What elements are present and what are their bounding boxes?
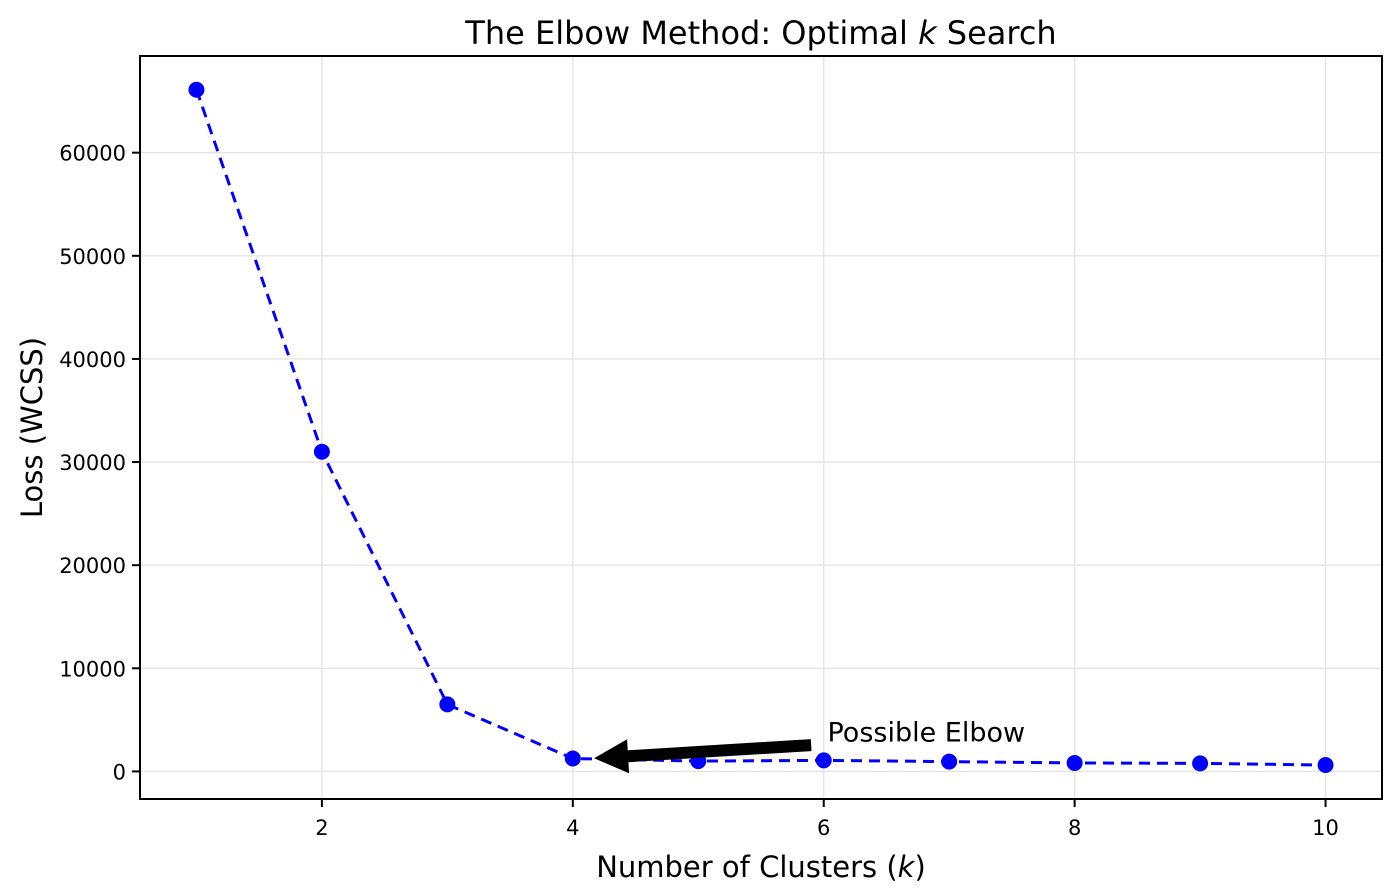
data-point [564, 750, 581, 767]
elbow-annotation-text: Possible Elbow [827, 718, 1025, 749]
y-tick-label: 20000 [59, 554, 126, 578]
grid-lines [140, 56, 1382, 799]
data-point [1066, 754, 1083, 771]
data-point [439, 696, 456, 713]
y-tick-label: 0 [113, 760, 126, 784]
x-tick-label: 4 [566, 816, 579, 840]
y-tick-label: 30000 [59, 451, 126, 475]
x-tick-label: 6 [817, 816, 830, 840]
y-tick-labels: 0 10000 20000 30000 40000 50000 60000 [59, 142, 126, 785]
x-tick-labels: 2 4 6 8 10 [315, 816, 1339, 840]
x-tick-label: 2 [315, 816, 328, 840]
y-tick-label: 40000 [59, 348, 126, 372]
x-axis-label: Number of Clusters (k) [596, 850, 926, 884]
axis-ticks [132, 151, 1327, 807]
plot-border [139, 55, 1383, 800]
data-point [1317, 757, 1334, 774]
data-point [188, 81, 205, 98]
chart-title: The Elbow Method: Optimal k Search [464, 14, 1056, 52]
data-point [941, 753, 958, 770]
data-series [188, 81, 1334, 774]
y-tick-label: 10000 [59, 657, 126, 681]
y-tick-label: 50000 [59, 245, 126, 269]
y-tick-label: 60000 [59, 142, 126, 166]
data-point [313, 443, 330, 460]
x-tick-label: 10 [1312, 816, 1339, 840]
y-axis-label: Loss (WCSS) [15, 337, 49, 518]
elbow-annotation: Possible Elbow [594, 718, 1025, 774]
data-point [1192, 755, 1209, 772]
data-point [815, 752, 832, 769]
elbow-arrow [594, 739, 812, 774]
loss-curve-line [195, 89, 1326, 767]
x-tick-label: 8 [1068, 816, 1081, 840]
